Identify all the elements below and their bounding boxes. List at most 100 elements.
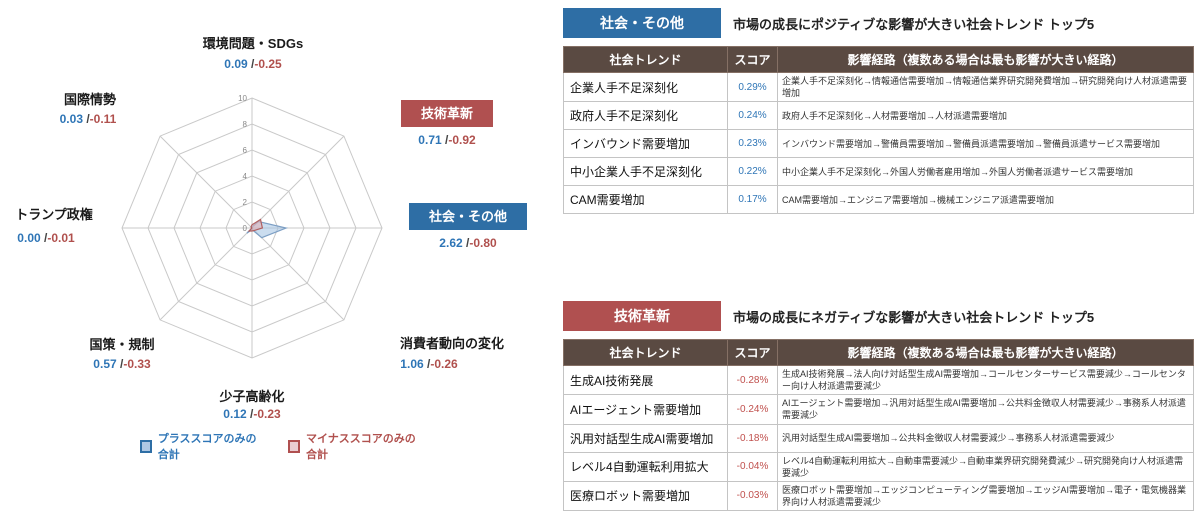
legend-item-plus: プラススコアのみの合計 [140, 430, 262, 462]
axis-values-national-policy: 0.57 /-0.33 [93, 357, 150, 371]
radar-tick-label: 0 [243, 224, 248, 233]
radar-grid-spoke [251, 135, 345, 229]
minus-value: -0.25 [254, 57, 282, 71]
value-separator: / [423, 357, 431, 371]
trend-cell: 企業人手不足深刻化 [563, 71, 728, 103]
radar-tick-label: 8 [243, 120, 248, 129]
radar-grid-spoke [159, 227, 253, 321]
plus-value: 0.12 [223, 407, 247, 421]
trend-cell: 汎用対話型生成AI需要増加 [563, 423, 728, 453]
axis-label-environment: 環境問題・SDGs [202, 36, 304, 51]
value-separator: / [247, 57, 255, 71]
table-row: 中小企業人手不足深刻化 0.22% 中小企業人手不足深刻化→外国人労働者雇用増加… [563, 157, 1194, 187]
path-cell: CAM需要増加→エンジニア需要増加→機械エンジニア派遣需要増加 [777, 185, 1194, 215]
negative-trends-section: 技術革新 市場の成長にネガティブな影響が大きい社会トレンド トップ5 社会トレン… [563, 301, 1195, 512]
legend-swatch-plus [140, 439, 152, 453]
minus-value: -0.33 [123, 357, 151, 371]
radar-chart: 0 2 4 6 8 10 [121, 94, 383, 359]
axis-values-consumer-trends: 1.06 /-0.26 [400, 357, 457, 371]
positive-trends-title: 市場の成長にポジティブな影響が大きい社会トレンド トップ5 [733, 16, 1095, 32]
trend-cell: CAM需要増加 [563, 185, 728, 215]
plus-value: 0.57 [93, 357, 117, 371]
legend-label-minus: マイナススコアのみの合計 [305, 433, 416, 461]
path-cell: AIエージェント需要増加→汎用対話型生成AI需要増加→公共料金徴収人材需要減少→… [777, 394, 1194, 425]
score-cell: -0.04% [727, 451, 778, 482]
tables-panel: 社会・その他 市場の成長にポジティブな影響が大きい社会トレンド トップ5 社会ト… [563, 0, 1200, 525]
radar-tick-label: 4 [243, 172, 248, 181]
plus-value: 0.03 [59, 112, 83, 126]
radar-series-minus [247, 218, 264, 232]
axis-label-national-policy: 国策・規制 [89, 337, 155, 352]
path-cell: 汎用対話型生成AI需要増加→公共料金徴収人材需要減少→事務系人材派遣需要減少 [777, 423, 1194, 453]
table-row: 医療ロボット需要増加 -0.03% 医療ロボット需要増加→エッジコンピューティン… [563, 480, 1194, 512]
negative-trends-table: 社会トレンド スコア 影響経路（複数ある場合は最も影響が大きい経路） 生成AI技… [563, 339, 1194, 512]
trend-cell: 生成AI技術発展 [563, 364, 728, 396]
trend-cell: レベル4自動運転利用拡大 [563, 451, 728, 482]
minus-value: -0.92 [448, 133, 476, 147]
value-separator: / [82, 112, 90, 126]
axis-values-international-affairs: 0.03 /-0.11 [60, 112, 117, 126]
plus-value: 1.06 [400, 357, 424, 371]
value-separator: / [462, 236, 470, 250]
score-cell: -0.28% [727, 364, 778, 396]
axis-badge-society-other: 社会・その他 [408, 203, 528, 230]
legend-label-plus: プラススコアのみの合計 [157, 433, 257, 461]
axis-values-trump-administration: 0.00 /-0.01 [17, 231, 74, 245]
positive-trends-section: 社会・その他 市場の成長にポジティブな影響が大きい社会トレンド トップ5 社会ト… [563, 8, 1195, 215]
negative-trends-header: 技術革新 市場の成長にネガティブな影響が大きい社会トレンド トップ5 [563, 301, 1195, 331]
value-separator: / [40, 231, 48, 245]
axis-values-environment: 0.09 /-0.25 [224, 57, 281, 71]
radar-tick-label: 6 [243, 146, 248, 155]
path-cell: 政府人手不足深刻化→人材需要増加→人材派遣需要増加 [777, 101, 1194, 131]
category-badge-society-other: 社会・その他 [563, 8, 721, 38]
positive-trends-table: 社会トレンド スコア 影響経路（複数ある場合は最も影響が大きい経路） 企業人手不… [563, 46, 1194, 215]
minus-value: -0.23 [253, 407, 281, 421]
value-separator: / [441, 133, 449, 147]
radar-grid-spoke [159, 135, 253, 229]
axis-values-society-other: 2.62 /-0.80 [439, 236, 496, 250]
trend-cell: インバウンド需要増加 [563, 129, 728, 159]
axis-badge-tech-innovation: 技術革新 [400, 100, 494, 127]
table-row: レベル4自動運転利用拡大 -0.04% レベル4自動運転利用拡大→自動車需要減少… [563, 451, 1194, 482]
plus-value: 0.09 [224, 57, 248, 71]
table-row: 企業人手不足深刻化 0.29% 企業人手不足深刻化→情報通信需要増加→情報通信業… [563, 71, 1194, 103]
score-cell: 0.22% [727, 157, 778, 187]
column-header-score: スコア [727, 46, 778, 73]
axis-label-international-affairs: 国際情勢 [63, 92, 117, 107]
minus-value: -0.01 [47, 231, 75, 245]
axis-label-aging-society: 少子高齢化 [219, 389, 285, 404]
trend-cell: 中小企業人手不足深刻化 [563, 157, 728, 187]
path-cell: 医療ロボット需要増加→エッジコンピューティング需要増加→エッジAI需要増加→電子… [777, 480, 1194, 512]
legend-swatch-minus [288, 439, 300, 453]
trend-cell: 政府人手不足深刻化 [563, 101, 728, 131]
value-separator: / [246, 407, 254, 421]
column-header-trend: 社会トレンド [563, 46, 728, 73]
radar-grid-spoke [251, 227, 345, 321]
minus-value: -0.80 [469, 236, 497, 250]
radar-tick-label: 10 [238, 94, 247, 103]
column-header-path: 影響経路（複数ある場合は最も影響が大きい経路） [777, 46, 1194, 73]
negative-trends-title: 市場の成長にネガティブな影響が大きい社会トレンド トップ5 [733, 309, 1095, 325]
column-header-trend: 社会トレンド [563, 339, 728, 366]
path-cell: 企業人手不足深刻化→情報通信需要増加→情報通信業界研究開発費増加→研究開発向け人… [777, 71, 1194, 103]
score-cell: -0.24% [727, 394, 778, 425]
plus-value: 0.00 [17, 231, 41, 245]
path-cell: インバウンド需要増加→警備員需要増加→警備員派遣需要増加→警備員派遣サービス需要… [777, 129, 1194, 159]
plus-value: 2.62 [439, 236, 463, 250]
table-row: AIエージェント需要増加 -0.24% AIエージェント需要増加→汎用対話型生成… [563, 394, 1194, 425]
chart-legend: プラススコアのみの合計 マイナススコアのみの合計 [140, 430, 420, 462]
table-header-row: 社会トレンド スコア 影響経路（複数ある場合は最も影響が大きい経路） [563, 339, 1194, 366]
minus-value: -0.26 [430, 357, 458, 371]
score-cell: 0.24% [727, 101, 778, 131]
legend-item-minus: マイナススコアのみの合計 [288, 430, 420, 462]
table-row: インバウンド需要増加 0.23% インバウンド需要増加→警備員需要増加→警備員派… [563, 129, 1194, 159]
axis-label-trump-administration: トランプ政権 [15, 207, 93, 222]
path-cell: レベル4自動運転利用拡大→自動車需要減少→自動車業界研究開発費減少→研究開発向け… [777, 451, 1194, 482]
axis-values-tech-innovation: 0.71 /-0.92 [418, 133, 475, 147]
radar-chart-panel: 0 2 4 6 8 10 環境問題・SDGs 0.09 /-0.25 技術革新 0.71 … [0, 0, 560, 525]
score-cell: 0.17% [727, 185, 778, 215]
table-row: CAM需要増加 0.17% CAM需要増加→エンジニア需要増加→機械エンジニア派… [563, 185, 1194, 215]
positive-trends-header: 社会・その他 市場の成長にポジティブな影響が大きい社会トレンド トップ5 [563, 8, 1195, 38]
axis-label-consumer-trends: 消費者動向の変化 [399, 336, 505, 351]
